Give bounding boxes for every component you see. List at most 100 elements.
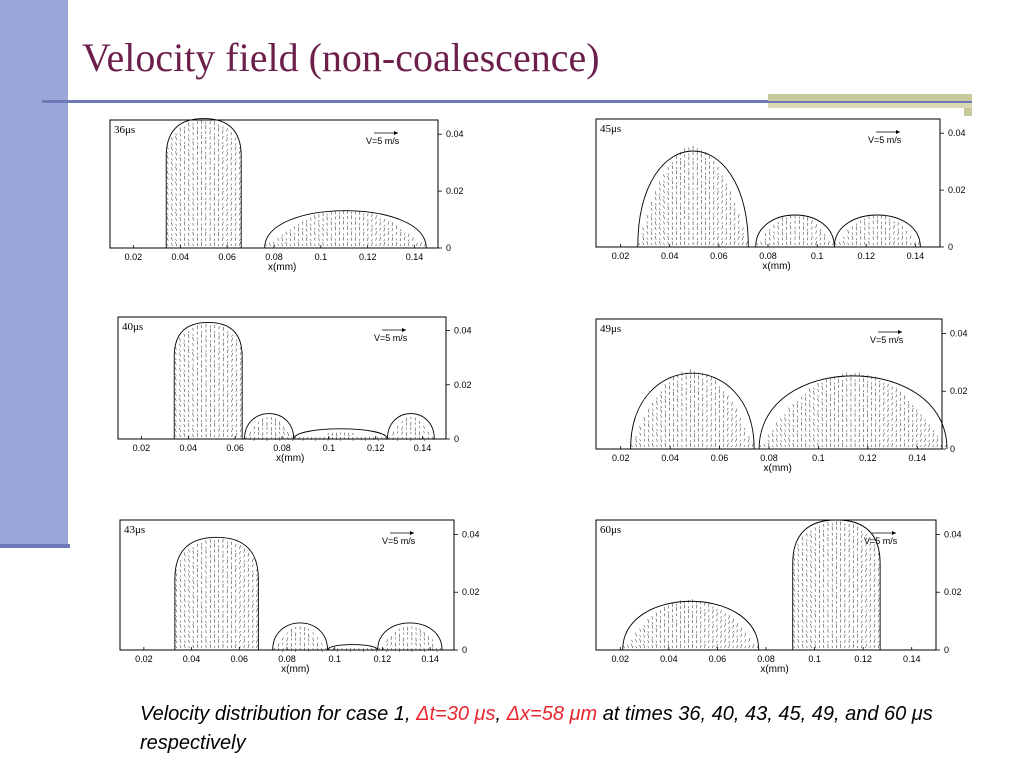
velocity-vector [314,221,316,225]
velocity-vector [714,433,716,437]
velocity-vector [723,420,725,423]
plot-frame [595,118,941,248]
velocity-vector [717,241,719,246]
velocity-vector [718,430,721,433]
velocity-vector [650,222,653,226]
velocity-vector [247,579,250,583]
velocity-vector [814,640,816,643]
velocity-vector [659,237,661,241]
velocity-vector [852,560,854,564]
velocity-vector [226,179,228,182]
velocity-vector [251,573,254,578]
velocity-vector [188,600,190,603]
velocity-vector [174,434,177,438]
velocity-vector [235,580,237,583]
velocity-vector [725,213,727,216]
velocity-vector [196,565,199,568]
velocity-vector [651,630,653,634]
velocity-vector [235,384,238,387]
velocity-vector [227,360,229,363]
velocity-vector [175,609,178,613]
velocity-vector [277,237,280,241]
velocity-vector [642,227,645,231]
velocity-vector [797,623,800,628]
y-tick-label: 0.04 [446,129,464,139]
velocity-vector [188,588,190,593]
velocity-vector [218,199,220,202]
velocity-vector [234,197,237,201]
velocity-vector [887,443,889,448]
velocity-vector [740,634,743,638]
velocity-vector [226,212,228,217]
velocity-vector [235,589,237,593]
velocity-vector [239,586,241,589]
velocity-vector [239,565,241,569]
velocity-vector [814,604,816,608]
velocity-vector [174,404,177,407]
velocity-vector [805,433,807,437]
velocity-vector [869,639,872,643]
velocity-vector [243,635,245,639]
velocity-vector [865,573,867,577]
velocity-vector [663,230,665,235]
velocity-vector [196,598,199,603]
velocity-vector [792,404,795,408]
velocity-vector [647,429,650,433]
velocity-vector [891,396,893,401]
velocity-vector [395,231,398,235]
velocity-vector [865,628,867,633]
velocity-vector [239,545,241,550]
velocity-vector [777,231,779,235]
velocity-vector [654,221,657,226]
velocity-vector [316,637,319,640]
velocity-vector [170,227,173,232]
velocity-vector [865,634,867,638]
velocity-vector [780,433,782,437]
velocity-vector [251,624,254,628]
velocity-vector [183,172,186,175]
velocity-vector [659,240,661,246]
velocity-vector [175,187,177,191]
velocity-vector [664,413,666,418]
velocity-vector [297,227,300,232]
droplet-outline [758,375,948,450]
velocity-vector [668,382,670,385]
velocity-vector [660,408,662,413]
velocity-vector [201,545,203,550]
velocity-vector [660,405,662,409]
velocity-vector [806,624,808,628]
velocity-vector [814,527,816,531]
velocity-vector [285,238,288,241]
velocity-vector [857,553,859,557]
velocity-vector [239,361,242,366]
velocity-vector [183,423,186,428]
velocity-vector [814,582,816,587]
velocity-vector [183,414,186,418]
velocity-vector [797,620,800,623]
velocity-vector [188,173,190,177]
velocity-vector [222,393,224,397]
velocity-vector [183,181,186,185]
velocity-vector [907,444,910,448]
velocity-vector [192,609,194,614]
velocity-vector [873,599,876,603]
velocity-vector [170,161,173,166]
velocity-vector [861,623,863,629]
velocity-vector [293,242,296,247]
velocity-vector [222,233,224,236]
velocity-vector [912,419,914,423]
velocity-vector [188,594,190,598]
velocity-vector [732,624,734,629]
velocity-vector [861,569,863,573]
velocity-vector [818,580,821,584]
velocity-vector [667,232,669,236]
velocity-vector [897,228,899,231]
velocity-vector [287,432,289,437]
x-tick-label: 0.02 [612,453,630,463]
velocity-vector [226,167,228,172]
velocity-vector [235,628,237,633]
velocity-vector [234,221,237,226]
velocity-vector [656,444,658,448]
velocity-vector [222,187,224,190]
